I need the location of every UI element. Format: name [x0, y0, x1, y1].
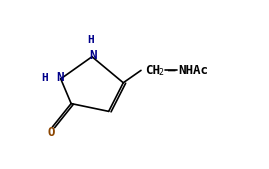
Text: CH: CH: [145, 64, 160, 77]
Text: O: O: [48, 126, 55, 139]
Text: H: H: [42, 73, 48, 82]
Text: N: N: [56, 71, 63, 84]
Text: NHAc: NHAc: [179, 64, 208, 77]
Text: H: H: [88, 35, 94, 45]
Text: —: —: [168, 64, 176, 77]
Text: 2: 2: [159, 68, 164, 77]
Text: N: N: [89, 49, 97, 62]
